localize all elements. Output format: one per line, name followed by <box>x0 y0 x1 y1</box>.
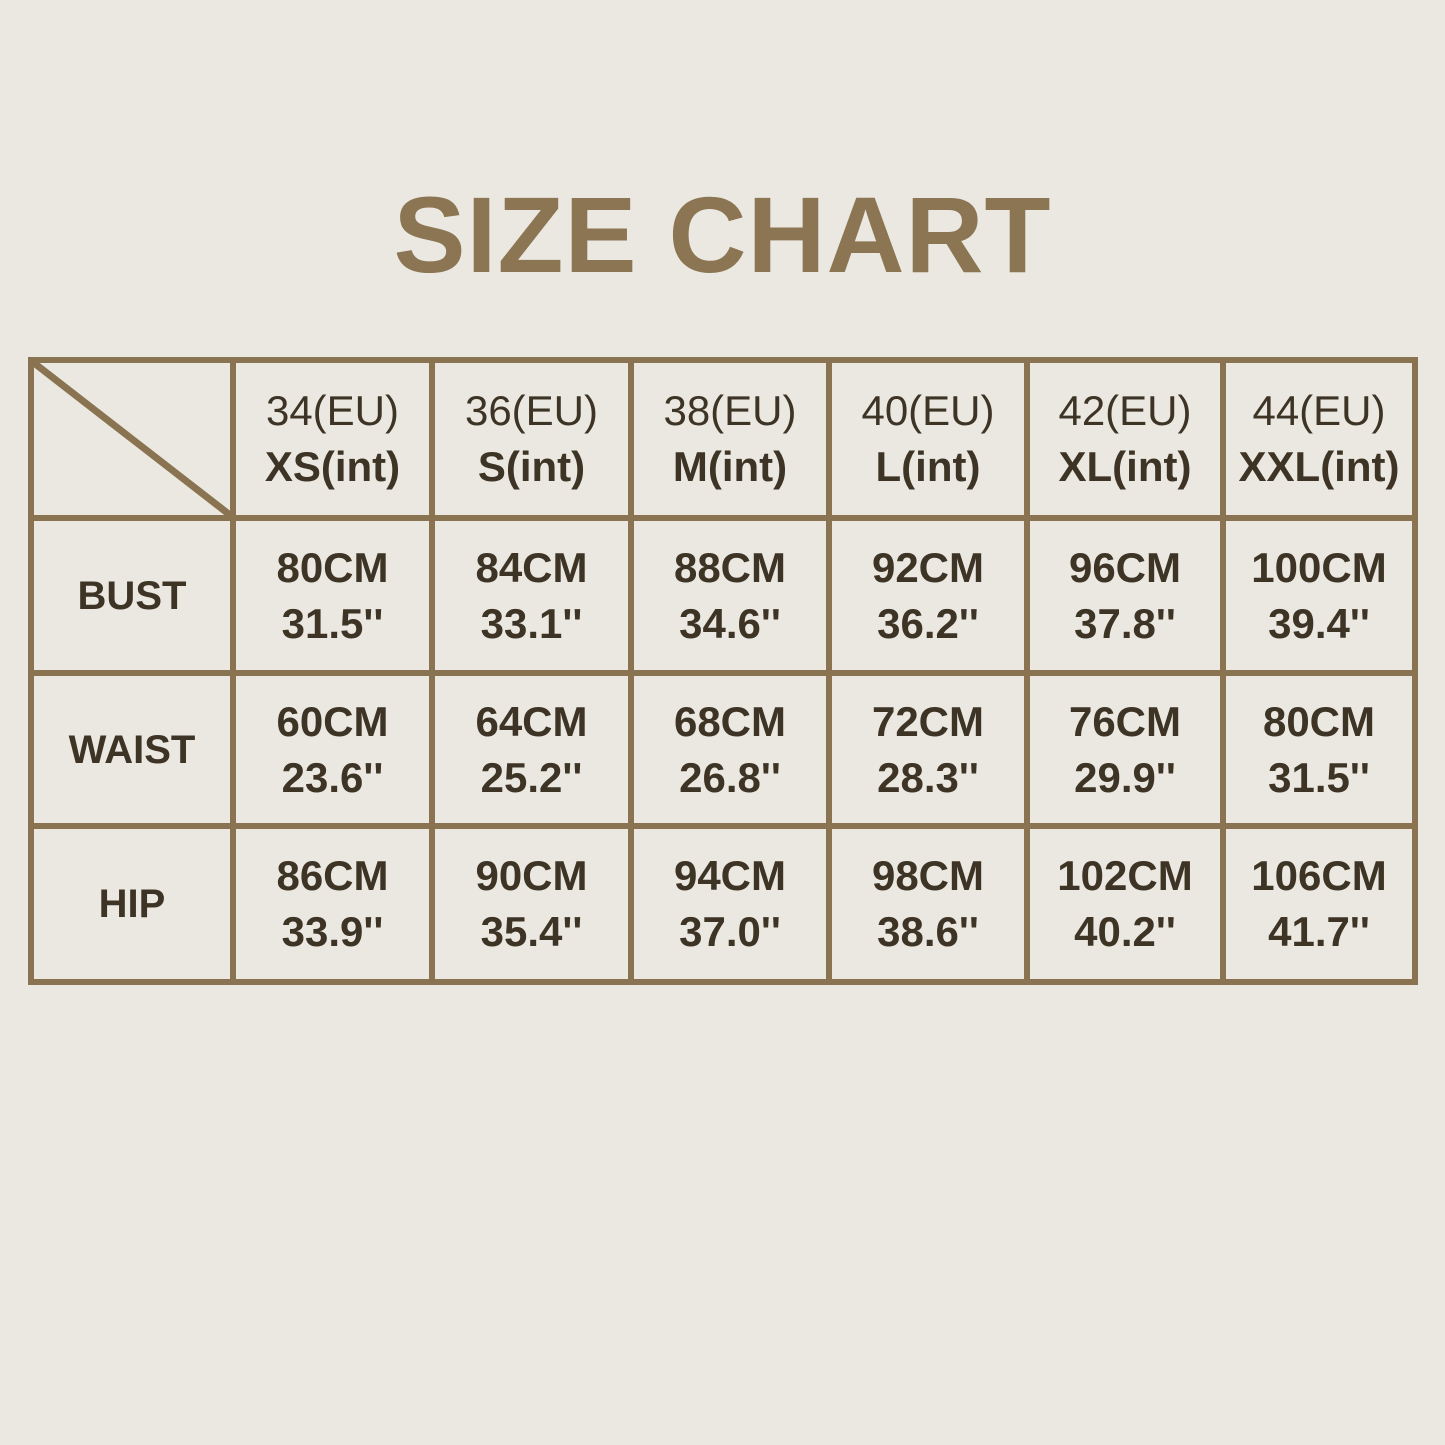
table-cell: 106CM 41.7'' <box>1226 829 1412 979</box>
value-inch: 33.1'' <box>480 599 583 647</box>
size-table: 34(EU) XS(int) 36(EU) S(int) 38(EU) M(int) 40(… <box>28 357 1418 985</box>
value-cm: 68CM <box>673 697 787 745</box>
corner-cell <box>34 363 230 515</box>
value-inch: 39.4'' <box>1268 599 1370 647</box>
size-int: XL(int) <box>1058 443 1192 490</box>
size-int: XXL(int) <box>1238 443 1400 490</box>
table-cell: 60CM 23.6'' <box>236 676 429 823</box>
table-cell: 86CM 33.9'' <box>236 829 429 979</box>
value-inch: 29.9'' <box>1074 753 1176 801</box>
value-cm: 94CM <box>673 852 787 899</box>
table-cell: 94CM 37.0'' <box>634 829 826 979</box>
value-cm: 102CM <box>1057 852 1193 899</box>
table-cell: 102CM 40.2'' <box>1030 829 1220 979</box>
value-inch: 33.9'' <box>281 908 384 955</box>
table-cell: 84CM 33.1'' <box>435 521 628 670</box>
value-cm: 98CM <box>871 852 985 899</box>
size-eu: 40(EU) <box>861 387 995 434</box>
value-inch: 31.5'' <box>1268 753 1370 801</box>
row-label: WAIST <box>34 676 230 823</box>
value-cm: 80CM <box>276 543 389 591</box>
value-cm: 86CM <box>276 852 389 899</box>
value-inch: 37.8'' <box>1074 599 1176 647</box>
size-int: M(int) <box>672 443 788 490</box>
table-cell: 90CM 35.4'' <box>435 829 628 979</box>
value-inch: 37.0'' <box>679 908 781 955</box>
table-cell: 68CM 26.8'' <box>634 676 826 823</box>
table-cell: 100CM 39.4'' <box>1226 521 1412 670</box>
size-eu: 36(EU) <box>464 387 599 434</box>
value-inch: 36.2'' <box>877 599 979 647</box>
size-eu: 44(EU) <box>1252 387 1386 434</box>
table-cell: 72CM 28.3'' <box>832 676 1024 823</box>
table-cell: 64CM 25.2'' <box>435 676 628 823</box>
value-cm: 60CM <box>276 697 389 745</box>
column-header: 36(EU) S(int) <box>435 363 628 515</box>
value-inch: 31.5'' <box>281 599 384 647</box>
table-cell: 76CM 29.9'' <box>1030 676 1220 823</box>
value-cm: 72CM <box>871 697 985 745</box>
value-inch: 25.2'' <box>480 753 583 801</box>
column-header: 40(EU) L(int) <box>832 363 1024 515</box>
column-header: 38(EU) M(int) <box>634 363 826 515</box>
row-label: BUST <box>34 521 230 670</box>
size-int: XS(int) <box>264 443 401 490</box>
size-eu: 42(EU) <box>1058 387 1192 434</box>
chart-title: SIZE CHART <box>393 174 1052 295</box>
value-cm: 80CM <box>1262 697 1376 745</box>
value-inch: 28.3'' <box>877 753 979 801</box>
value-inch: 34.6'' <box>679 599 781 647</box>
size-int: L(int) <box>875 443 981 490</box>
table-cell: 98CM 38.6'' <box>832 829 1024 979</box>
table-cell: 88CM 34.6'' <box>634 521 826 670</box>
column-header: 34(EU) XS(int) <box>236 363 429 515</box>
value-cm: 90CM <box>475 852 588 899</box>
table-cell: 96CM 37.8'' <box>1030 521 1220 670</box>
value-cm: 96CM <box>1068 543 1182 591</box>
value-inch: 38.6'' <box>877 908 979 955</box>
table-cell: 80CM 31.5'' <box>1226 676 1412 823</box>
column-header: 44(EU) XXL(int) <box>1226 363 1412 515</box>
size-eu: 34(EU) <box>265 387 400 434</box>
table-cell: 92CM 36.2'' <box>832 521 1024 670</box>
value-inch: 41.7'' <box>1268 908 1370 955</box>
value-cm: 100CM <box>1251 543 1387 591</box>
value-cm: 84CM <box>475 543 588 591</box>
value-cm: 64CM <box>475 697 588 745</box>
size-int: S(int) <box>477 443 586 490</box>
value-cm: 92CM <box>871 543 985 591</box>
column-header: 42(EU) XL(int) <box>1030 363 1220 515</box>
diagonal-divider <box>34 363 230 515</box>
value-inch: 26.8'' <box>679 753 781 801</box>
value-inch: 23.6'' <box>281 753 384 801</box>
value-inch: 40.2'' <box>1074 908 1176 955</box>
value-cm: 76CM <box>1068 697 1182 745</box>
size-eu: 38(EU) <box>663 387 797 434</box>
row-label: HIP <box>34 829 230 979</box>
value-inch: 35.4'' <box>480 908 583 955</box>
value-cm: 106CM <box>1251 852 1387 899</box>
value-cm: 88CM <box>673 543 787 591</box>
table-cell: 80CM 31.5'' <box>236 521 429 670</box>
